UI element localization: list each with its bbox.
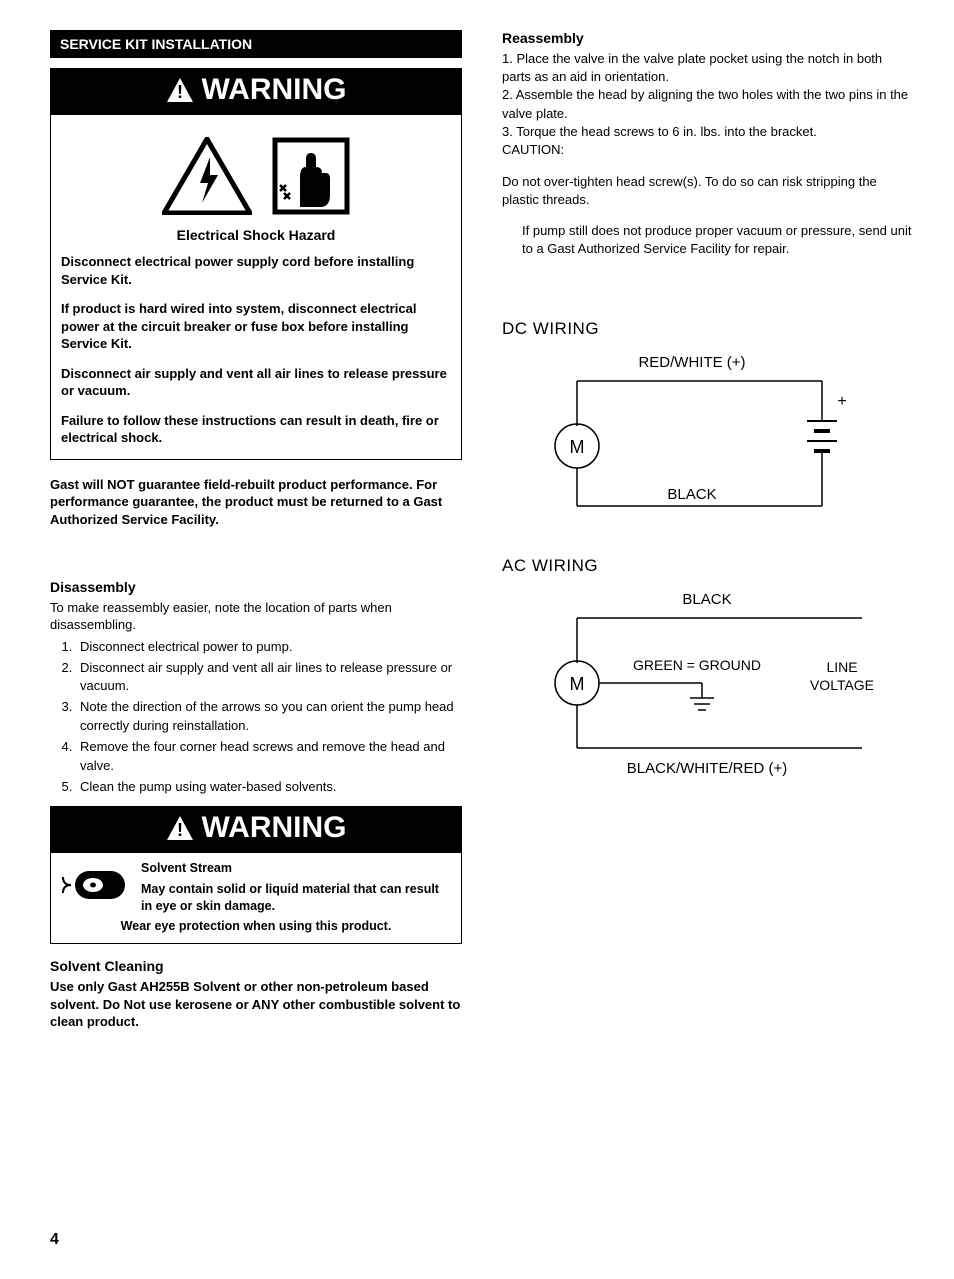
shock-triangle-icon — [162, 137, 252, 215]
ac-top-label: BLACK — [682, 591, 731, 608]
ac-motor-label: M — [570, 674, 585, 694]
solvent-cleaning-title: Solvent Cleaning — [50, 958, 462, 974]
solvent-cleaning-body: Use only Gast AH255B Solvent or other no… — [50, 978, 462, 1031]
dc-top-label: RED/WHITE (+) — [638, 354, 745, 371]
dc-wiring-diagram: RED/WHITE (+) M + BLACK — [522, 351, 914, 526]
ac-line-label-2: VOLTAGE — [810, 677, 874, 693]
guarantee-note: Gast will NOT guarantee field-rebuilt pr… — [50, 476, 462, 529]
ac-line-label-1: LINE — [826, 659, 857, 675]
right-column: Reassembly 1. Place the valve in the val… — [502, 30, 914, 1249]
warning-header-2: ! WARNING — [51, 807, 461, 853]
list-item: Remove the four corner head screws and r… — [76, 738, 462, 776]
dc-bottom-label: BLACK — [667, 486, 716, 503]
reassembly-step: 3. Torque the head screws to 6 in. lbs. … — [502, 123, 914, 141]
ac-wiring-diagram: BLACK M GREEN = GROUND LINE VOLTAGE — [522, 588, 914, 793]
ac-bottom-label: BLACK/WHITE/RED (+) — [627, 760, 787, 777]
list-item: Disconnect air supply and vent all air l… — [76, 659, 462, 697]
page-number: 4 — [50, 1231, 462, 1249]
warning-header-text-2: WARNING — [202, 811, 347, 845]
hand-hazard-icon — [272, 137, 350, 215]
warning-header: ! WARNING — [51, 69, 461, 115]
warning-box-electrical: ! WARNING Electrical Shock Hazard — [50, 68, 462, 460]
reassembly-step: 1. Place the valve in the valve plate po… — [502, 50, 914, 86]
solvent-stream-body: May contain solid or liquid material tha… — [141, 881, 451, 915]
wear-eye-protection: Wear eye protection when using this prod… — [51, 919, 461, 943]
reassembly-body: 1. Place the valve in the valve plate po… — [502, 50, 914, 159]
warning-header-text: WARNING — [202, 73, 347, 107]
goggles-icon — [61, 861, 131, 909]
svg-text:!: ! — [177, 820, 183, 840]
disassembly-intro: To make reassembly easier, note the loca… — [50, 599, 462, 634]
list-item: Disconnect electrical power to pump. — [76, 638, 462, 657]
hazard-icons-row — [61, 125, 451, 221]
svg-text:!: ! — [177, 82, 183, 102]
ac-ground-label: GREEN = GROUND — [633, 657, 761, 673]
warning-triangle-icon: ! — [166, 77, 194, 103]
warning-box-solvent: ! WARNING Solvent Stream May contain sol… — [50, 806, 462, 944]
solvent-stream-title: Solvent Stream — [141, 861, 451, 875]
list-item: Note the direction of the arrows so you … — [76, 698, 462, 736]
disassembly-title: Disassembly — [50, 579, 462, 595]
dc-motor-label: M — [570, 437, 585, 457]
dc-wiring-title: DC WIRING — [502, 319, 914, 339]
reassembly-title: Reassembly — [502, 30, 914, 46]
list-item: Clean the pump using water-based solvent… — [76, 778, 462, 797]
warning-triangle-icon: ! — [166, 815, 194, 841]
warning-p1: Disconnect electrical power supply cord … — [61, 253, 451, 288]
dc-plus-label: + — [837, 393, 846, 410]
warning-p4: Failure to follow these instructions can… — [61, 412, 451, 447]
section-bar: SERVICE KIT INSTALLATION — [50, 30, 462, 58]
reassembly-step: 2. Assemble the head by aligning the two… — [502, 86, 914, 122]
warning-p2: If product is hard wired into system, di… — [61, 300, 451, 353]
warning-p3: Disconnect air supply and vent all air l… — [61, 365, 451, 400]
disassembly-steps: Disconnect electrical power to pump. Dis… — [50, 638, 462, 797]
reassembly-note: Do not over-tighten head screw(s). To do… — [502, 173, 914, 208]
ac-wiring-title: AC WIRING — [502, 556, 914, 576]
left-column: SERVICE KIT INSTALLATION ! WARNING — [50, 30, 462, 1249]
reassembly-caution: CAUTION: — [502, 141, 914, 159]
reassembly-repair: If pump still does not produce proper va… — [522, 222, 914, 258]
hazard-title: Electrical Shock Hazard — [61, 227, 451, 243]
